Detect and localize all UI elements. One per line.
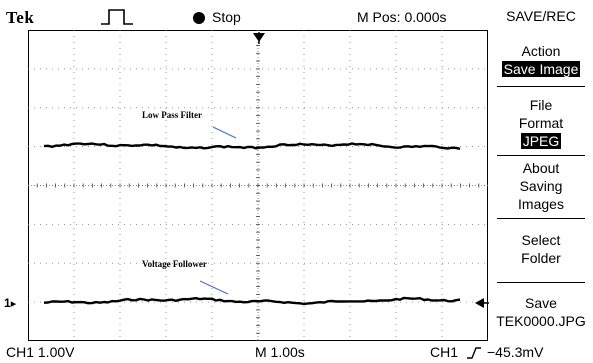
waveform-display: Low Pass Filter Voltage Follower xyxy=(28,30,488,341)
annotation-low-pass-pointer xyxy=(212,126,237,139)
menu-divider xyxy=(497,218,585,219)
menu-divider xyxy=(497,86,585,87)
channel1-marker-arrow-icon: ▸ xyxy=(10,298,17,310)
annotation-voltage-follower: Voltage Follower xyxy=(142,259,207,269)
trigger-level-readout: −45.3mV xyxy=(487,344,544,360)
annotation-voltage-follower-pointer xyxy=(199,280,229,295)
menu-divider xyxy=(497,155,585,156)
side-menu: SAVE/REC Action Save Image File Format J… xyxy=(489,0,593,340)
trigger-source-readout: CH1 xyxy=(430,344,459,360)
trigger-level-marker-icon xyxy=(475,298,489,308)
graticule xyxy=(28,30,488,341)
annotation-low-pass-filter: Low Pass Filter xyxy=(142,110,202,120)
menu-action-button[interactable]: Action Save Image xyxy=(489,42,593,78)
rising-edge-icon xyxy=(467,347,481,359)
acquisition-state-icon xyxy=(193,12,205,24)
menu-save-label: Save xyxy=(525,295,557,311)
menu-divider xyxy=(497,282,585,283)
brand-logo: Tek xyxy=(6,8,35,27)
menu-title: SAVE/REC xyxy=(506,8,576,24)
menu-select-folder-label: Select Folder xyxy=(521,232,561,266)
menu-action-label: Action xyxy=(521,43,561,59)
menu-about-saving-button[interactable]: About Saving Images xyxy=(489,159,593,213)
channel1-marker-label: 1 xyxy=(4,296,11,310)
trace-low-pass-filter xyxy=(43,142,461,150)
trace-voltage-follower xyxy=(43,296,461,306)
acquisition-state: Stop xyxy=(212,9,241,25)
channel1-ground-marker: 1▸ xyxy=(4,296,16,310)
menu-file-format-button[interactable]: File Format JPEG xyxy=(489,96,593,150)
menu-file-format-value: JPEG xyxy=(520,133,562,149)
timebase-readout: M 1.00s xyxy=(255,344,305,360)
menu-select-folder-button[interactable]: Select Folder xyxy=(489,231,593,267)
horizontal-position-readout: M Pos: 0.000s xyxy=(357,9,447,25)
menu-file-format-label: File Format xyxy=(518,97,564,131)
menu-action-value: Save Image xyxy=(501,61,581,77)
trigger-edge-icon xyxy=(101,9,133,25)
menu-save-filename: TEK0000.JPG xyxy=(496,313,586,329)
trigger-position-marker-icon xyxy=(253,32,265,44)
menu-save-button[interactable]: Save TEK0000.JPG xyxy=(489,294,593,330)
channel-scale-readout: CH1 1.00V xyxy=(6,344,75,360)
menu-about-saving-label: About Saving Images xyxy=(518,160,564,212)
